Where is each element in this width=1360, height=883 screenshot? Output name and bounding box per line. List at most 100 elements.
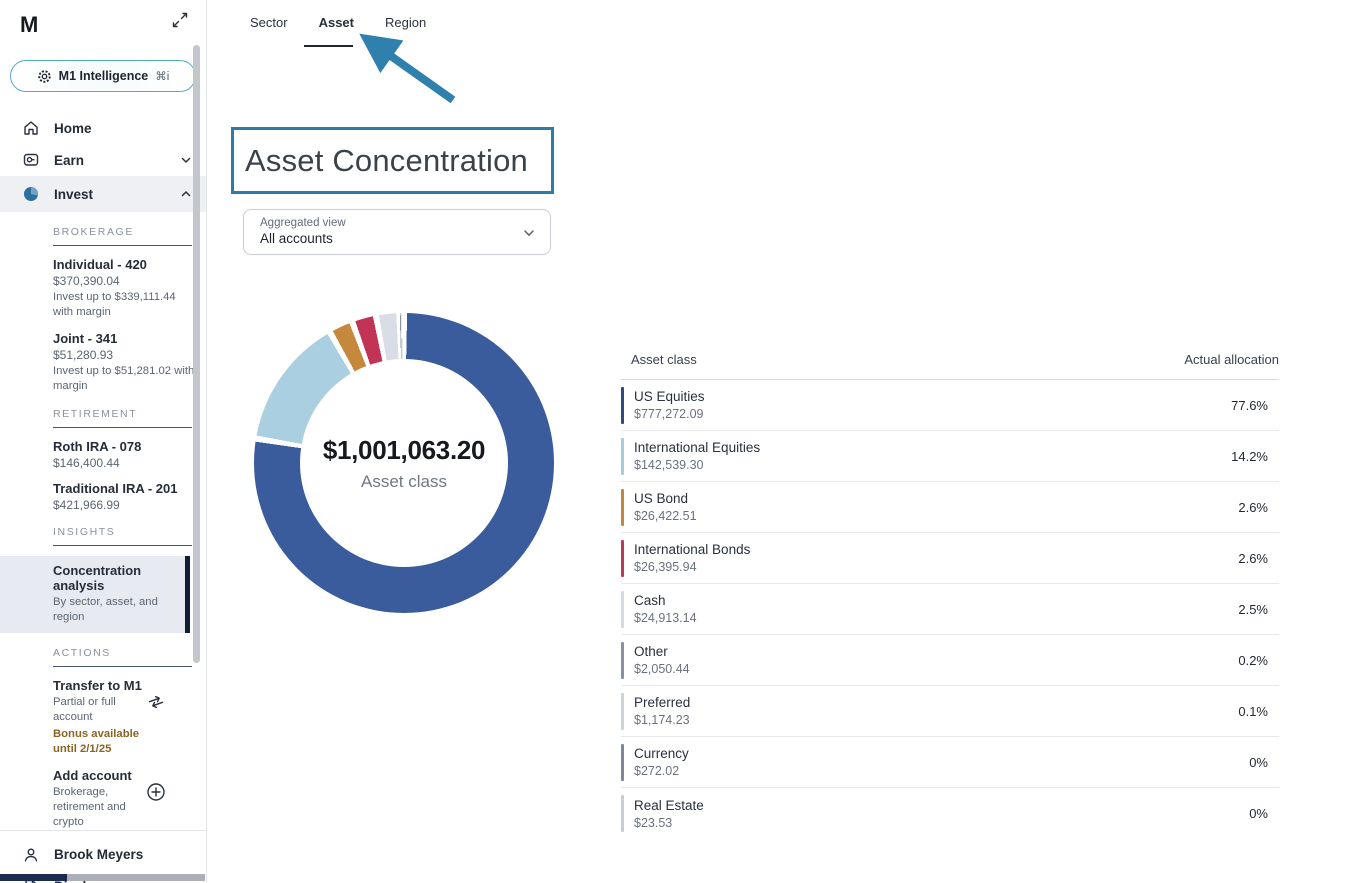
main-content: Sector Asset Region Asset Concentration … bbox=[208, 0, 1360, 883]
account-individual[interactable]: Individual - 420 $370,390.04 Invest up t… bbox=[53, 257, 195, 320]
asset-pct: 2.5% bbox=[1238, 601, 1268, 617]
table-row: Cash $24,913.14 2.5% bbox=[621, 584, 1279, 635]
sidebar-horizontal-scrollbar-track[interactable] bbox=[0, 874, 205, 881]
asset-amount: $142,539.30 bbox=[634, 458, 704, 472]
account-title: Roth IRA - 078 bbox=[53, 438, 142, 454]
row-color-bar bbox=[621, 692, 624, 730]
annotation-arrow bbox=[359, 33, 456, 104]
account-value: $370,390.04 bbox=[53, 274, 120, 288]
account-note: Invest up to $339,111.44 with margin bbox=[53, 291, 176, 318]
table-row: Real Estate $23.53 0% bbox=[621, 788, 1279, 839]
account-roth-ira[interactable]: Roth IRA - 078 $146,400.44 bbox=[53, 439, 195, 470]
account-view-dropdown[interactable]: Aggregated view All accounts bbox=[243, 209, 551, 255]
donut-center-label: Asset class bbox=[361, 471, 447, 491]
table-row: Currency $272.02 0% bbox=[621, 737, 1279, 788]
sidebar-item-label: Invest bbox=[54, 186, 94, 202]
allocation-table: Asset class Actual allocation US Equitie… bbox=[621, 352, 1279, 839]
transfer-to-m1-action[interactable]: Transfer to M1 Partial or full account B… bbox=[0, 678, 192, 757]
add-account-action[interactable]: Add account Brokerage, retirement and cr… bbox=[0, 768, 192, 830]
asset-amount: $1,174.23 bbox=[634, 713, 690, 727]
table-row: US Bond $26,422.51 2.6% bbox=[621, 482, 1279, 533]
concentration-tabs: Sector Asset Region bbox=[250, 15, 426, 34]
sidebar-nav: Home Earn bbox=[0, 112, 206, 212]
sidebar-item-profile[interactable]: Brook Meyers bbox=[0, 839, 206, 871]
sidebar-vertical-scrollbar[interactable] bbox=[193, 45, 200, 663]
sidebar-item-earn[interactable]: Earn bbox=[0, 144, 206, 176]
asset-name: Real Estate bbox=[634, 797, 704, 813]
asset-donut-chart[interactable]: $1,001,063.20 Asset class bbox=[254, 313, 554, 613]
row-color-bar bbox=[621, 590, 624, 628]
action-title: Add account bbox=[53, 768, 132, 784]
m1-intelligence-button[interactable]: M1 Intelligence ⌘i bbox=[10, 60, 196, 92]
section-heading-insights: INSIGHTS bbox=[53, 526, 192, 546]
disclosures-label: Disclosures bbox=[54, 879, 131, 883]
bonus-text: Bonus available until 2/1/25 bbox=[53, 728, 140, 756]
dropdown-value: All accounts bbox=[260, 231, 333, 246]
tab-asset[interactable]: Asset bbox=[318, 15, 354, 30]
asset-pct: 0.2% bbox=[1238, 652, 1268, 668]
table-row: International Equities $142,539.30 14.2% bbox=[621, 431, 1279, 482]
portfolio-total: $1,001,063.20 bbox=[322, 434, 486, 465]
asset-amount: $24,913.14 bbox=[634, 611, 697, 625]
row-color-bar bbox=[621, 539, 624, 577]
sidebar-item-invest[interactable]: Invest bbox=[0, 176, 206, 212]
person-icon bbox=[22, 846, 40, 864]
transfer-arrows-icon bbox=[146, 692, 166, 712]
account-value: $146,400.44 bbox=[53, 455, 120, 470]
table-header: Asset class Actual allocation bbox=[621, 352, 1279, 380]
asset-pct: 14.2% bbox=[1231, 448, 1268, 464]
action-note: Partial or full account bbox=[53, 696, 116, 724]
page-title: Asset Concentration bbox=[245, 142, 528, 178]
asset-name: Other bbox=[634, 644, 668, 659]
asset-pct: 77.6% bbox=[1231, 397, 1268, 413]
table-row: Other $2,050.44 0.2% bbox=[621, 635, 1279, 686]
table-row: Preferred $1,174.23 0.1% bbox=[621, 686, 1279, 737]
account-traditional-ira[interactable]: Traditional IRA - 201 $421,966.99 bbox=[53, 481, 195, 512]
asset-name: Preferred bbox=[634, 695, 691, 710]
asset-name: International Equities bbox=[634, 440, 761, 455]
intelligence-gear-icon bbox=[37, 69, 52, 84]
section-heading-actions: ACTIONS bbox=[53, 647, 192, 668]
asset-name: US Equities bbox=[634, 389, 705, 404]
action-title: Transfer to M1 bbox=[53, 678, 142, 694]
table-row: US Equities $777,272.09 77.6% bbox=[621, 380, 1279, 431]
row-color-bar bbox=[621, 488, 624, 526]
column-asset-class: Asset class bbox=[631, 352, 697, 367]
column-actual-allocation: Actual allocation bbox=[1184, 352, 1279, 367]
tab-region[interactable]: Region bbox=[385, 15, 427, 30]
donut-center: $1,001,063.20 Asset class bbox=[300, 359, 508, 567]
collapse-sidebar-icon[interactable] bbox=[172, 12, 188, 28]
account-title: Individual - 420 bbox=[53, 257, 147, 272]
tab-sector[interactable]: Sector bbox=[250, 15, 288, 30]
item-title: Concentration analysis bbox=[53, 562, 142, 593]
row-color-bar bbox=[621, 641, 624, 679]
earn-safe-icon bbox=[22, 151, 40, 169]
asset-pct: 2.6% bbox=[1238, 499, 1268, 515]
intelligence-label: M1 Intelligence bbox=[58, 69, 149, 83]
annotation-box: Asset Concentration bbox=[231, 127, 554, 194]
invest-pie-icon bbox=[22, 185, 40, 203]
dropdown-label: Aggregated view bbox=[260, 217, 346, 229]
asset-amount: $23.53 bbox=[634, 815, 673, 830]
home-icon bbox=[22, 119, 40, 137]
sidebar-item-concentration-analysis[interactable]: Concentration analysis By sector, asset,… bbox=[0, 555, 190, 634]
sidebar-horizontal-scrollbar-thumb[interactable] bbox=[0, 874, 67, 881]
asset-amount: $777,272.09 bbox=[634, 407, 704, 421]
profile-label: Brook Meyers bbox=[54, 847, 144, 863]
sidebar-item-label: Earn bbox=[54, 152, 85, 168]
asset-name: US Bond bbox=[634, 491, 689, 506]
account-value: $421,966.99 bbox=[53, 497, 120, 512]
sidebar-item-home[interactable]: Home bbox=[0, 112, 206, 144]
asset-amount: $272.02 bbox=[634, 764, 680, 778]
asset-pct: 0% bbox=[1249, 806, 1268, 821]
account-joint[interactable]: Joint - 341 $51,280.93 Invest up to $51,… bbox=[53, 331, 195, 394]
account-note: Invest up to $51,281.02 with margin bbox=[53, 364, 195, 392]
sidebar: M M1 Intelligence ⌘i bbox=[0, 0, 207, 883]
plus-circle-icon bbox=[146, 782, 166, 802]
account-value: $51,280.93 bbox=[53, 347, 114, 362]
row-color-bar bbox=[621, 386, 624, 424]
account-title: Traditional IRA - 201 bbox=[53, 480, 178, 496]
asset-amount: $26,422.51 bbox=[634, 509, 697, 523]
chevron-down-icon bbox=[180, 154, 192, 166]
chevron-down-icon bbox=[522, 226, 536, 240]
